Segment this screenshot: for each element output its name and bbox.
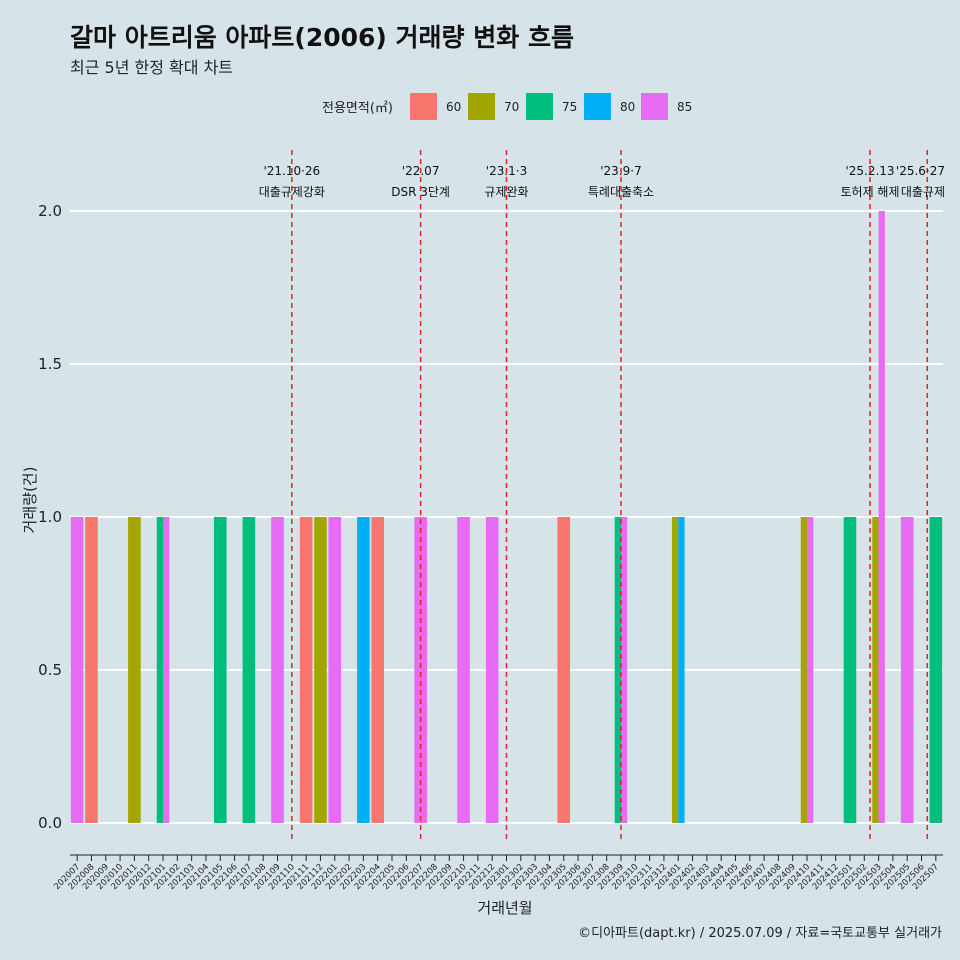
bar [678, 517, 685, 823]
y-tick-label: 0.5 [38, 661, 62, 679]
chart-title: 갈마 아트리움 아파트(2006) 거래량 변화 흐름 [70, 23, 574, 52]
bar [271, 517, 284, 823]
event-name-label: 토허제 해제 [841, 185, 900, 199]
bar [414, 517, 427, 823]
legend-swatch [641, 93, 668, 120]
bar [671, 517, 679, 823]
bar [357, 517, 370, 823]
bar [929, 517, 943, 823]
y-tick-label: 0.0 [38, 814, 62, 832]
bar [70, 517, 84, 823]
event-date-label: '25.6·27 [896, 164, 945, 178]
y-axis-title: 거래량(건) [21, 467, 39, 534]
event-name-label: 규제완화 [484, 185, 528, 199]
bar [163, 517, 170, 823]
bar [878, 211, 885, 823]
event-name-label: 대출규제강화 [259, 185, 325, 199]
bar [156, 517, 164, 823]
chart-subtitle: 최근 5년 한정 확대 차트 [70, 58, 234, 77]
legend-label: 60 [446, 100, 461, 114]
event-date-label: '22.07 [402, 164, 440, 178]
bar [314, 517, 327, 823]
bar [800, 517, 808, 823]
legend-swatch [410, 93, 437, 120]
bar [213, 517, 227, 823]
y-tick-label: 2.0 [38, 202, 62, 220]
legend-swatch [584, 93, 611, 120]
event-date-label: '23.9·7 [600, 164, 641, 178]
bar [900, 517, 914, 823]
bar [242, 517, 256, 823]
event-name-label: 특례대출축소 [588, 185, 654, 199]
x-axis-title: 거래년월 [477, 899, 532, 917]
event-name-label: DSR 3단계 [391, 185, 450, 199]
event-date-label: '25.2.13 [845, 164, 894, 178]
bar [620, 517, 628, 823]
bar [843, 517, 857, 823]
legend-label: 70 [504, 100, 519, 114]
bar [371, 517, 384, 823]
bar [872, 517, 879, 823]
bar [557, 517, 571, 823]
bar [85, 517, 98, 823]
y-tick-label: 1.5 [38, 355, 62, 373]
chart-caption: ©디아파트(dapt.kr) / 2025.07.09 / 자료=국토교통부 실… [578, 926, 942, 941]
bar [457, 517, 470, 823]
bar [328, 517, 342, 823]
legend-swatch [526, 93, 553, 120]
bar [299, 517, 313, 823]
event-name-label: 대출규제 [901, 185, 945, 199]
bar [485, 517, 499, 823]
y-tick-label: 1.0 [38, 508, 62, 526]
event-date-label: '21.10·26 [263, 164, 320, 178]
legend-title: 전용면적(㎡) [322, 101, 393, 116]
bar [128, 517, 141, 823]
legend-label: 75 [562, 100, 577, 114]
bar [614, 517, 621, 823]
legend-label: 85 [677, 100, 692, 114]
legend-swatch [468, 93, 495, 120]
bar [807, 517, 814, 823]
event-date-label: '23.1·3 [486, 164, 527, 178]
legend-label: 80 [620, 100, 635, 114]
